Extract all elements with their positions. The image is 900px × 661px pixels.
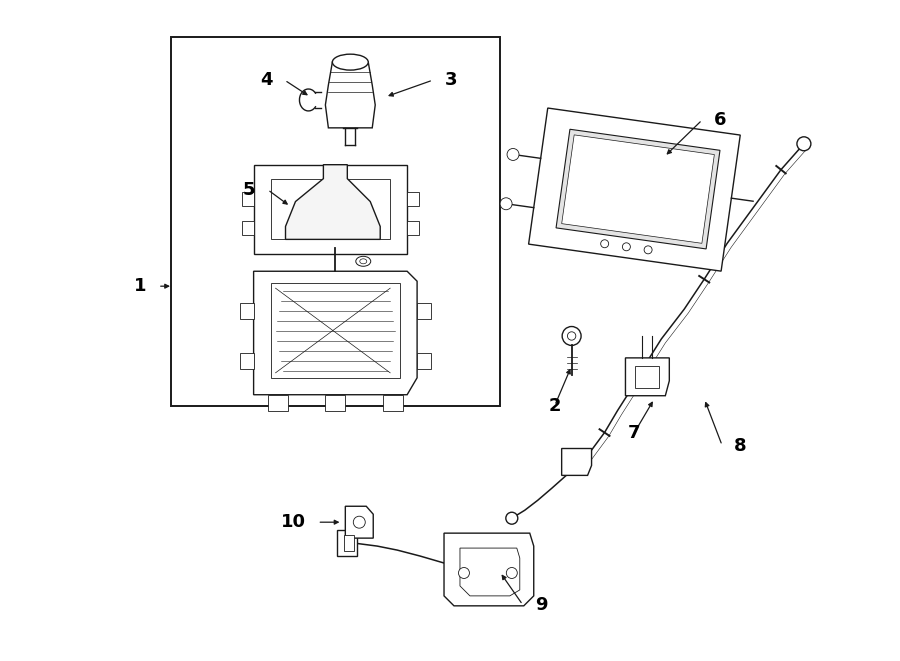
Bar: [241, 221, 254, 235]
Polygon shape: [460, 548, 520, 596]
Text: 6: 6: [715, 111, 726, 129]
Circle shape: [506, 512, 518, 524]
Polygon shape: [271, 178, 391, 239]
Polygon shape: [562, 449, 591, 475]
Text: 10: 10: [281, 513, 305, 531]
Circle shape: [507, 149, 519, 161]
Bar: [407, 221, 419, 235]
Bar: [239, 303, 254, 319]
Polygon shape: [444, 533, 534, 606]
Text: 1: 1: [133, 277, 146, 295]
Circle shape: [458, 568, 470, 578]
Polygon shape: [528, 108, 741, 271]
Polygon shape: [345, 535, 355, 551]
Bar: [407, 192, 419, 206]
Polygon shape: [254, 271, 417, 395]
Bar: [383, 395, 403, 410]
Text: 9: 9: [535, 596, 547, 614]
Bar: [239, 353, 254, 369]
Polygon shape: [338, 530, 357, 556]
Circle shape: [644, 246, 652, 254]
Text: 3: 3: [445, 71, 457, 89]
Bar: [417, 303, 431, 319]
Bar: [267, 395, 287, 410]
Ellipse shape: [356, 256, 371, 266]
Polygon shape: [556, 130, 720, 249]
Circle shape: [567, 332, 576, 340]
Bar: [241, 192, 254, 206]
Circle shape: [796, 137, 811, 151]
Bar: [326, 395, 346, 410]
Polygon shape: [285, 165, 380, 239]
Bar: [635, 366, 660, 388]
Bar: [417, 353, 431, 369]
Text: 5: 5: [243, 180, 256, 198]
Polygon shape: [254, 165, 407, 254]
Ellipse shape: [332, 54, 368, 70]
Circle shape: [562, 327, 581, 346]
Text: 7: 7: [628, 424, 641, 442]
Circle shape: [623, 243, 630, 251]
Text: 4: 4: [260, 71, 273, 89]
Circle shape: [500, 198, 512, 210]
Circle shape: [507, 568, 517, 578]
Bar: [171, 37, 500, 406]
Text: 8: 8: [734, 436, 747, 455]
Polygon shape: [626, 358, 670, 396]
Polygon shape: [562, 135, 715, 243]
Polygon shape: [326, 62, 375, 128]
Circle shape: [354, 516, 365, 528]
Text: 2: 2: [548, 397, 561, 414]
Ellipse shape: [360, 259, 367, 264]
Circle shape: [600, 240, 608, 248]
Polygon shape: [346, 506, 374, 538]
Bar: [271, 283, 400, 378]
